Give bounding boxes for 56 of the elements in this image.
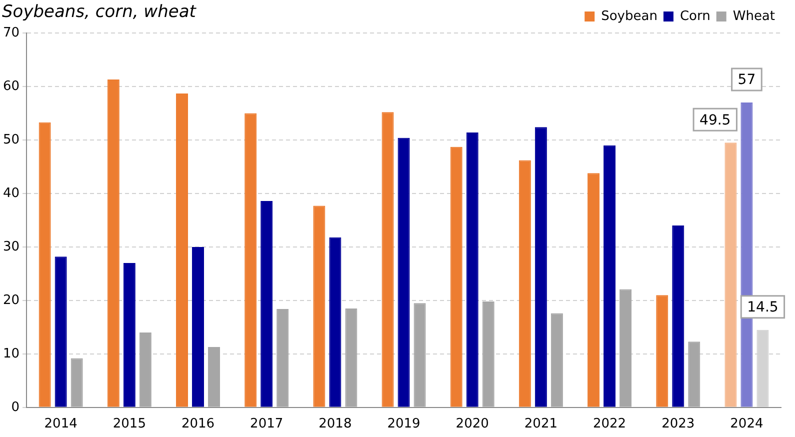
legend-label: Soybean xyxy=(601,8,658,24)
y-tick-label: 10 xyxy=(2,346,20,362)
bar xyxy=(466,132,478,407)
y-tick-label: 60 xyxy=(2,78,20,94)
x-tick-label: 2020 xyxy=(456,416,489,432)
bar xyxy=(534,127,547,407)
bar xyxy=(54,256,67,407)
bar xyxy=(398,138,410,407)
legend-label: Wheat xyxy=(732,8,775,24)
data-label: 49.5 xyxy=(700,112,731,128)
bar xyxy=(276,308,289,407)
legend-label: Corn xyxy=(680,8,710,24)
data-label: 14.5 xyxy=(747,299,778,316)
y-tick-label: 50 xyxy=(2,132,20,148)
x-tick-label: 2017 xyxy=(250,416,284,432)
bar xyxy=(70,358,83,407)
x-tick-label: 2014 xyxy=(44,416,78,432)
bar xyxy=(518,160,531,407)
bar xyxy=(139,332,152,407)
y-tick-label: 70 xyxy=(2,25,20,40)
y-tick-label: 20 xyxy=(2,292,20,308)
bar xyxy=(482,302,494,407)
bar xyxy=(345,308,358,407)
bar xyxy=(604,145,616,407)
bar xyxy=(724,142,737,407)
bar xyxy=(588,173,600,407)
bar xyxy=(260,200,273,407)
x-tick-label: 2023 xyxy=(662,416,695,432)
bar xyxy=(192,246,204,407)
bar xyxy=(208,346,220,407)
bar xyxy=(329,237,342,407)
y-tick-label: 40 xyxy=(2,186,20,201)
x-tick-label: 2021 xyxy=(524,416,558,432)
bar xyxy=(123,262,136,407)
x-tick-label: 2022 xyxy=(592,416,626,432)
bar xyxy=(620,289,632,407)
bar xyxy=(176,93,188,407)
bar xyxy=(38,122,51,407)
y-tick-label: 0 xyxy=(11,400,20,415)
x-tick-label: 2015 xyxy=(112,416,146,432)
bar xyxy=(656,295,668,407)
bar xyxy=(450,146,462,407)
x-tick-label: 2024 xyxy=(730,416,764,432)
bar xyxy=(414,303,426,407)
bar xyxy=(550,313,563,407)
bar xyxy=(107,80,120,407)
data-label: 57 xyxy=(738,72,756,88)
bar xyxy=(313,206,326,407)
x-tick-label: 2016 xyxy=(181,416,215,432)
x-tick-label: 2019 xyxy=(387,416,420,432)
chart-subtitle: Soybeans, corn, wheat xyxy=(2,2,196,22)
bar xyxy=(688,342,700,407)
bar xyxy=(382,112,394,407)
x-tick-label: 2018 xyxy=(318,416,352,432)
bar xyxy=(672,226,684,407)
y-tick-label: 30 xyxy=(2,239,20,254)
